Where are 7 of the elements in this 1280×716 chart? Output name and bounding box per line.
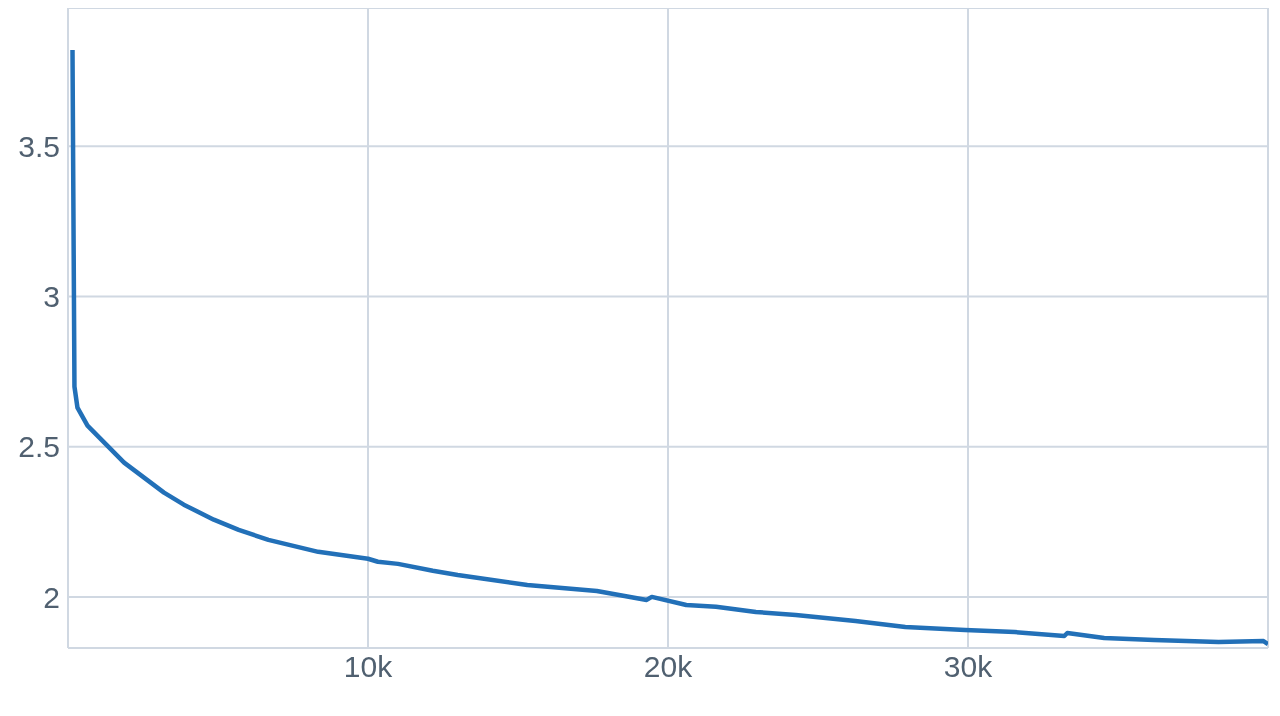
- y-tick-label: 2: [43, 580, 60, 614]
- y-tick-label: 3: [43, 280, 60, 314]
- x-tick-label: 10k: [343, 650, 394, 684]
- x-tick-label: 30k: [943, 650, 994, 684]
- y-tick-label: 2.5: [18, 430, 60, 464]
- y-tick-label: 3.5: [18, 129, 60, 163]
- x-tick-label: 20k: [643, 650, 694, 684]
